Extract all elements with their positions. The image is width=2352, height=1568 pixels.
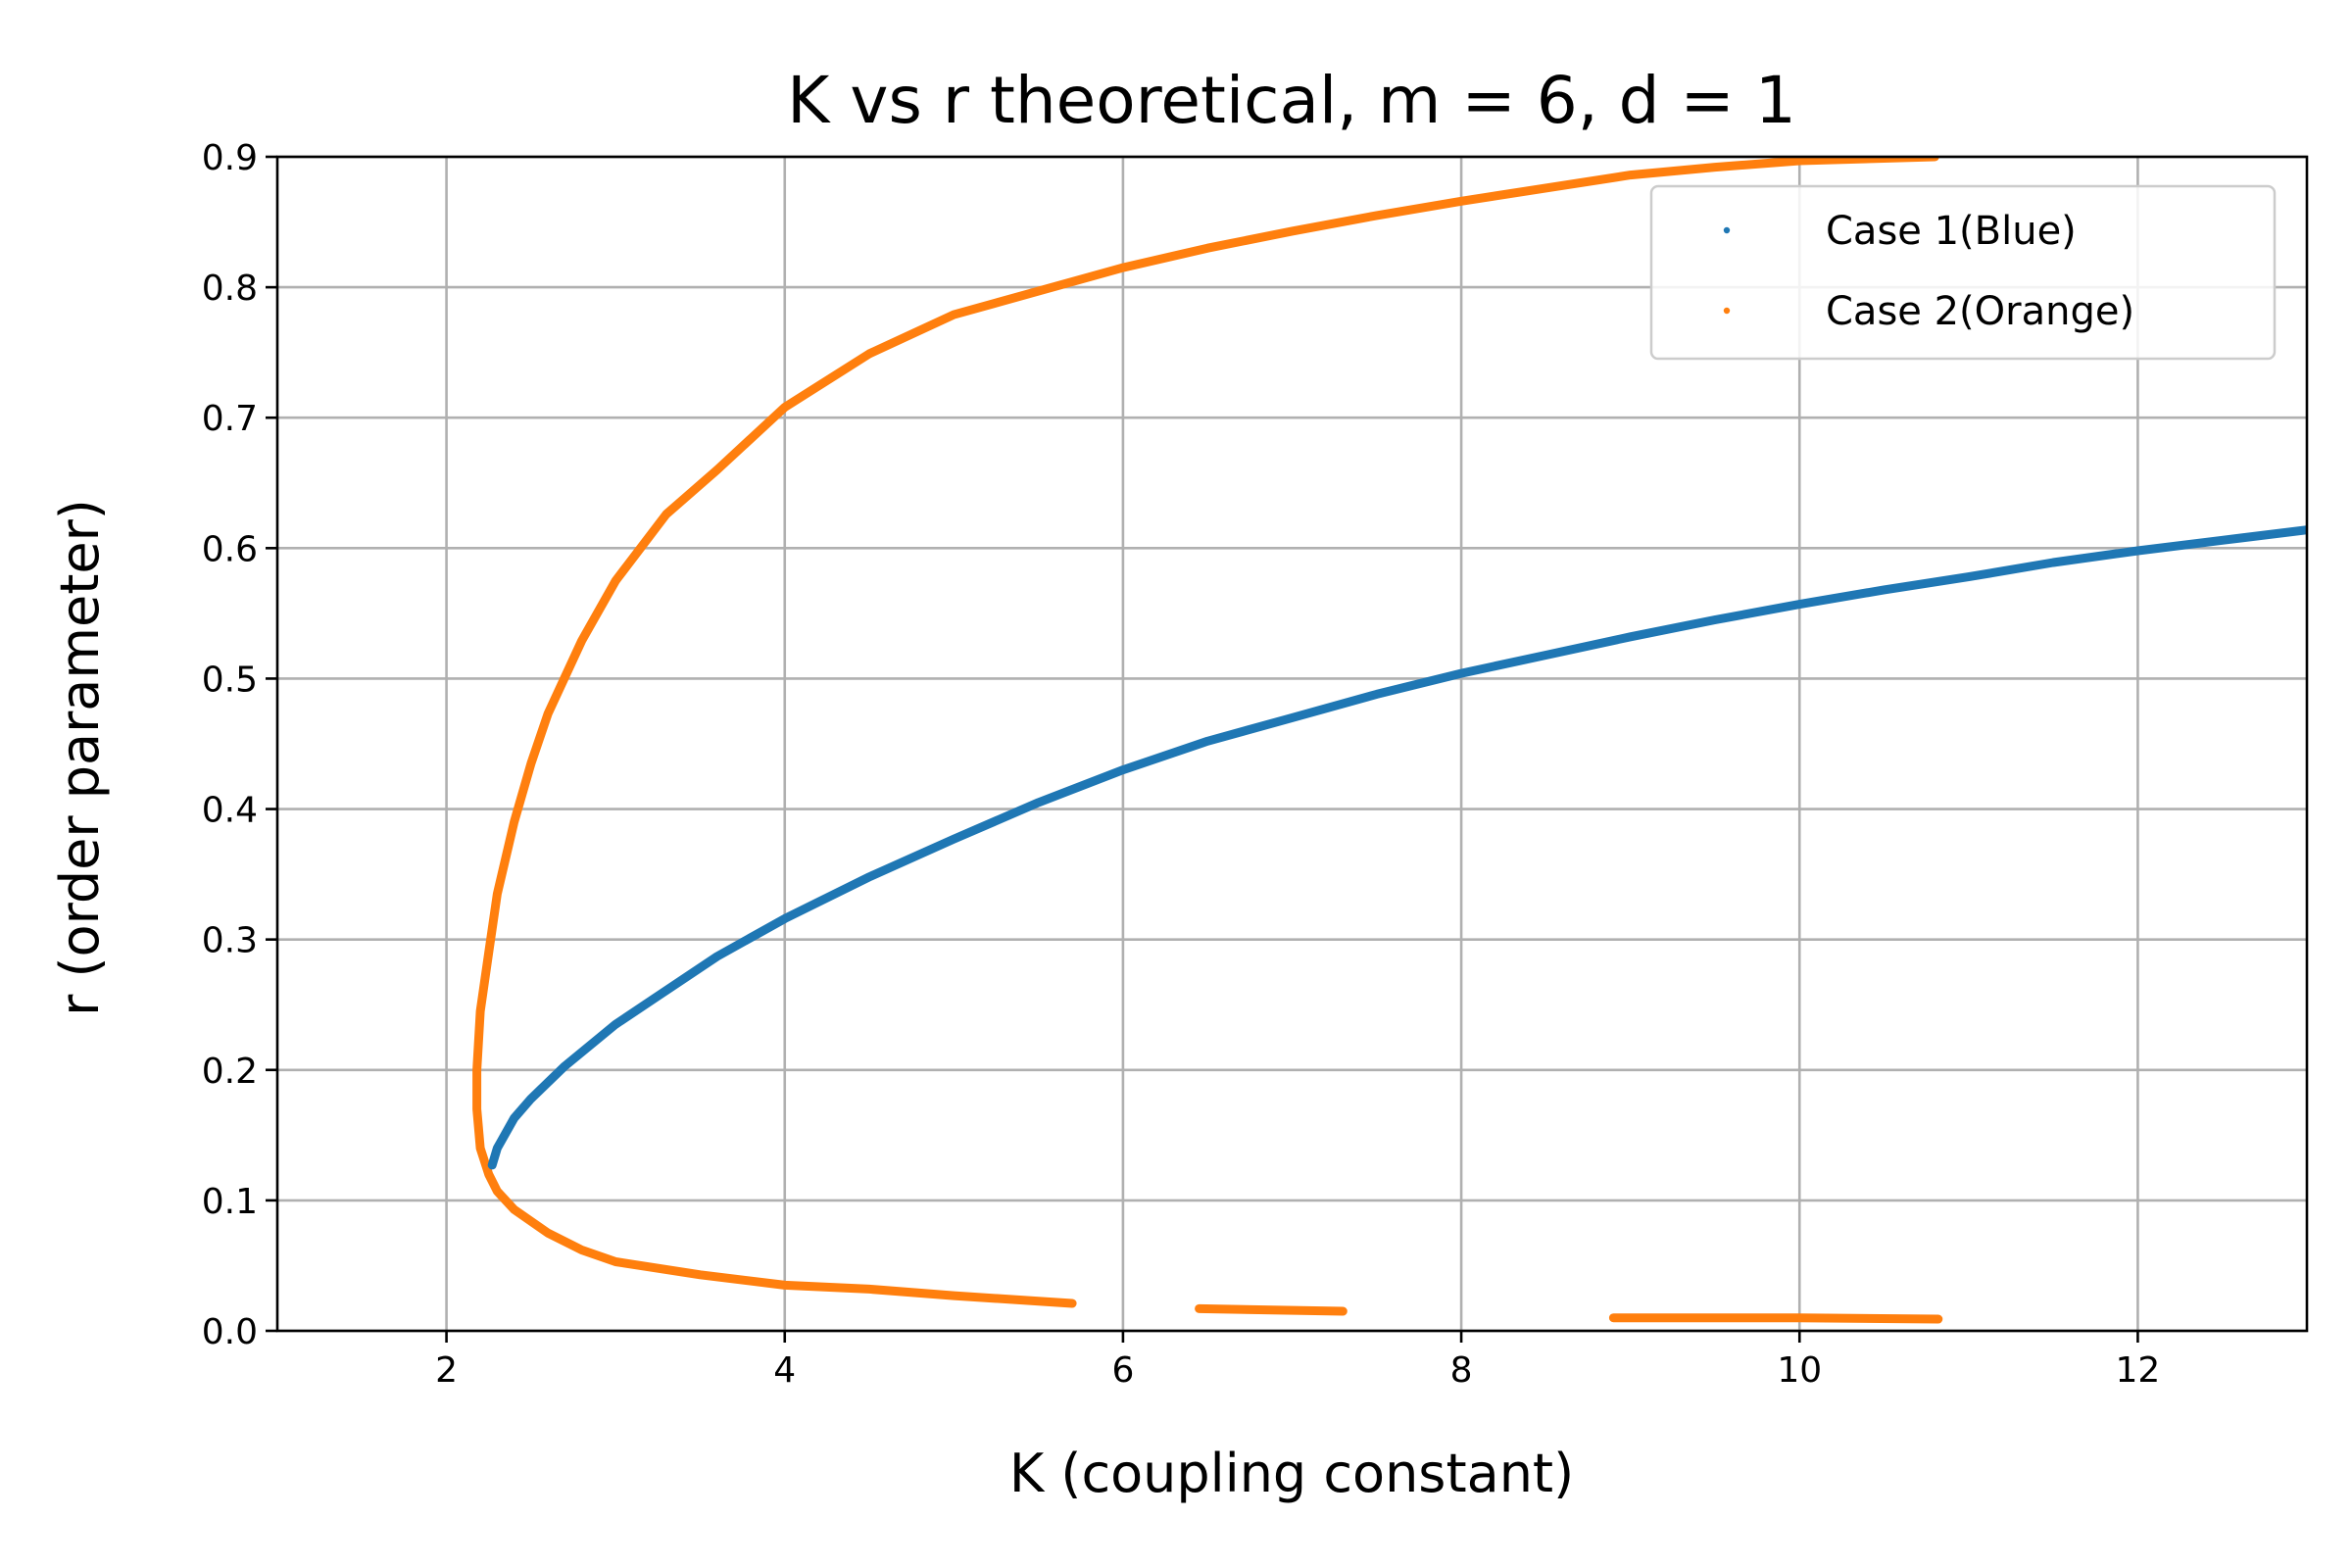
y-tick-label: 0.8 [202, 269, 258, 309]
data-series [472, 157, 2307, 1324]
y-tick-label: 0.7 [202, 399, 258, 439]
x-tick-label: 8 [1450, 1350, 1473, 1391]
y-tick-label: 0.0 [202, 1312, 258, 1352]
y-tick-label: 0.3 [202, 921, 258, 961]
x-axis-label: K (coupling constant) [1009, 1443, 1574, 1504]
plot-frame [275, 155, 2309, 1333]
legend-label-case-2: Case 2(Orange) [1826, 289, 2134, 334]
grid-lines [277, 155, 2307, 1333]
series-case-2-segment-1 [472, 157, 1939, 1308]
x-tick-label: 6 [1111, 1350, 1134, 1391]
legend-marker-case-2 [1723, 307, 1731, 315]
x-tick-label: 2 [435, 1350, 458, 1391]
axis-ticks: 2 4 6 8 10 12 0.0 0.1 0.2 0.3 0.4 0.5 0.6 0.7 0.8 0.9 [202, 138, 2161, 1391]
legend-label-case-1: Case 1(Blue) [1826, 209, 2077, 254]
series-case-1-curve [487, 525, 2307, 1170]
y-tick-label: 0.4 [202, 791, 258, 831]
chart-title: K vs r theoretical, m = 6, d = 1 [787, 63, 1796, 138]
x-tick-label: 4 [773, 1350, 796, 1391]
y-tick-label: 0.6 [202, 529, 258, 569]
y-axis-label: r (order parameter) [49, 499, 111, 1016]
legend: Case 1(Blue) Case 2(Orange) [1649, 184, 2277, 361]
y-tick-label: 0.2 [202, 1052, 258, 1092]
x-tick-label: 12 [2116, 1350, 2161, 1391]
y-tick-label: 0.9 [202, 138, 258, 178]
series-case-2-segment-2 [1195, 1303, 1348, 1316]
x-tick-label: 10 [1777, 1350, 1822, 1391]
y-tick-label: 0.5 [202, 660, 258, 700]
legend-marker-case-1 [1723, 226, 1731, 234]
y-tick-label: 0.1 [202, 1182, 258, 1222]
legend-frame [1649, 184, 2277, 361]
series-case-2-segment-3 [1608, 1313, 1943, 1324]
